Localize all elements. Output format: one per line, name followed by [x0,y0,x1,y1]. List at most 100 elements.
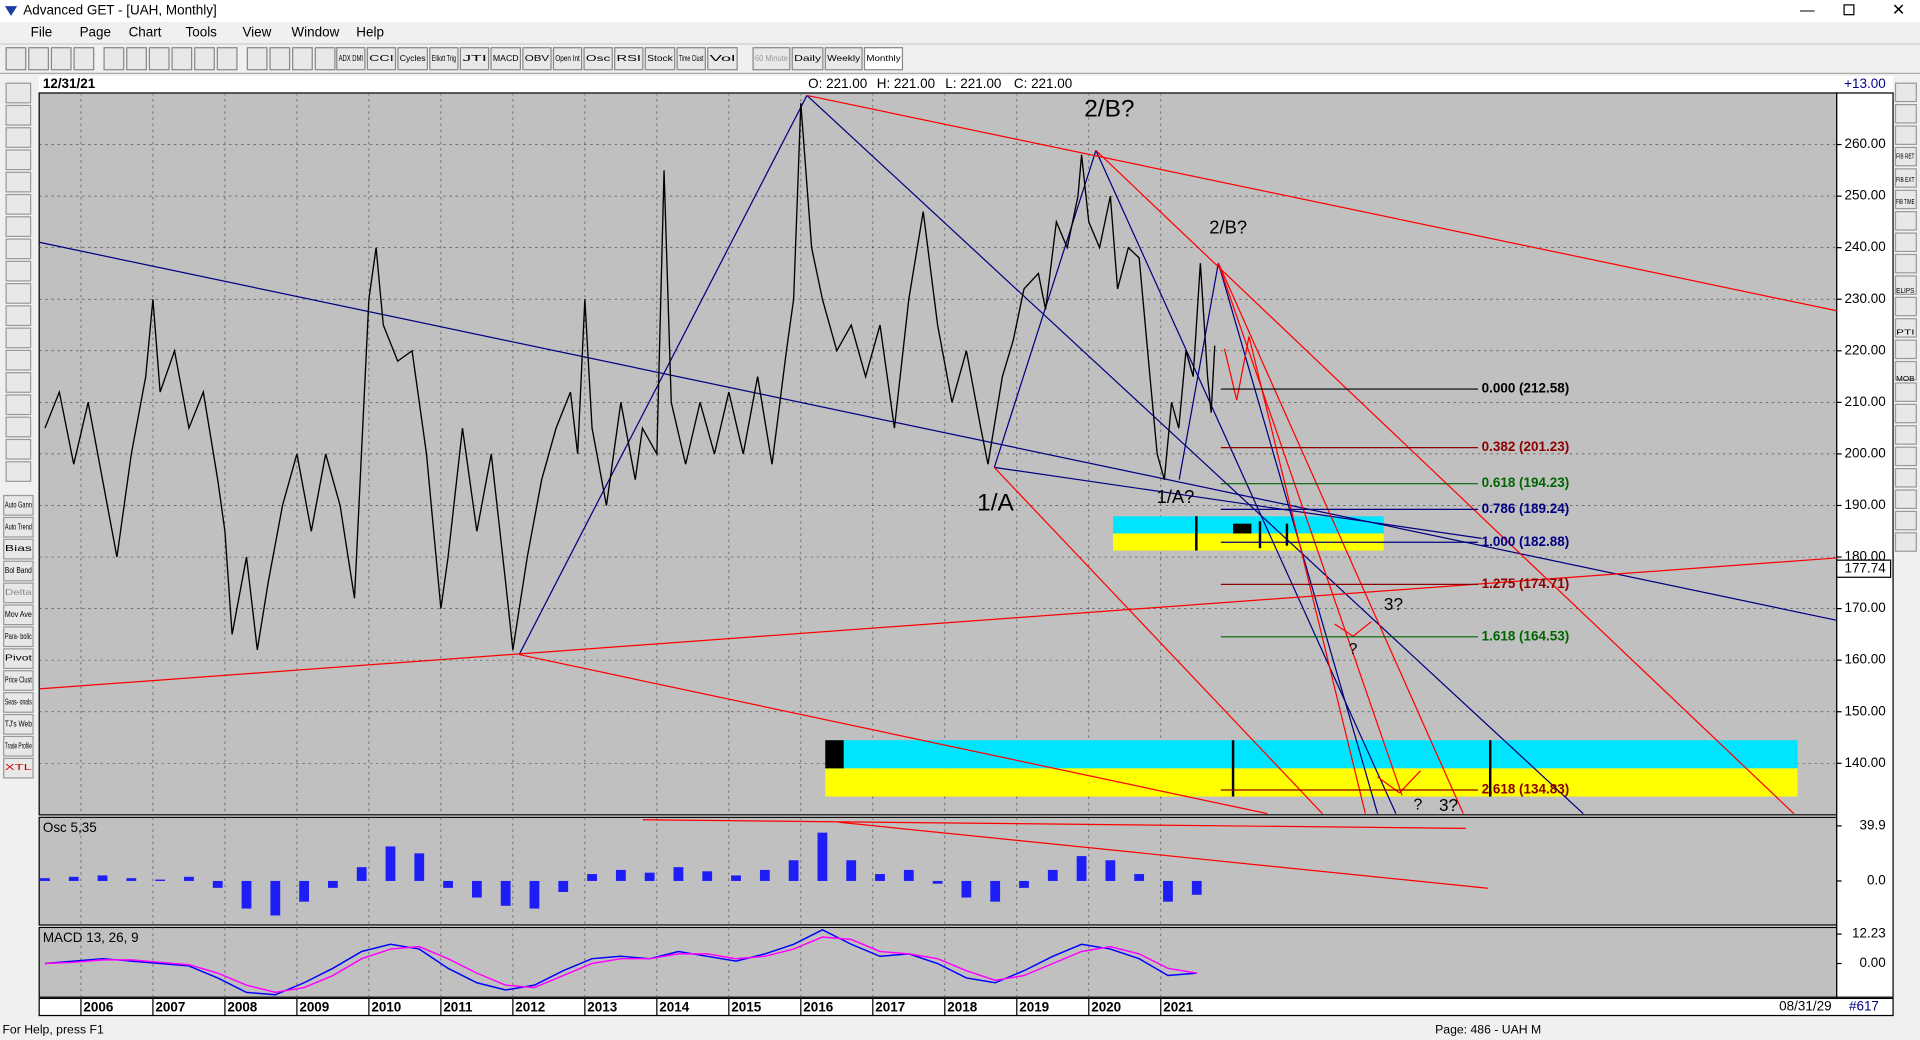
toolbar-label[interactable]: OBV [525,53,550,63]
toolbar-label[interactable]: JTI [462,53,486,63]
left-tool-label[interactable]: XTL [5,763,33,772]
toolbar-label[interactable]: Osc [586,53,612,63]
menu-item[interactable]: Chart [129,25,162,40]
menu-item[interactable]: Tools [186,25,218,40]
left-tool-label[interactable]: Delta [5,588,33,597]
left-tool-icon[interactable] [5,416,32,438]
toolbar-icon[interactable] [246,47,268,71]
toolbar-button[interactable] [676,47,706,71]
left-tool-icon[interactable] [5,327,32,349]
right-tool-icon[interactable] [1894,253,1917,274]
toolbar-label[interactable]: Vol [710,53,736,63]
toolbar-icon[interactable] [73,47,95,71]
toolbar-icon[interactable] [126,47,147,71]
toolbar-button[interactable] [752,47,791,71]
left-tool-icon[interactable] [5,149,32,171]
right-tool-label[interactable]: FIB RET [1896,152,1915,161]
toolbar-button[interactable] [397,47,428,71]
left-tool-label[interactable]: Auto Gann [5,500,32,509]
right-tool-icon[interactable] [1894,425,1917,445]
toolbar-icon[interactable] [5,47,27,71]
left-tool-button[interactable] [3,494,34,516]
right-tool-icon[interactable] [1894,510,1917,531]
left-tool-icon[interactable] [5,193,32,215]
left-tool-icon[interactable] [5,283,32,304]
menu-item[interactable]: View [242,25,271,40]
toolbar-label[interactable]: RSI [617,53,641,63]
toolbar-label[interactable]: Time Clust [679,53,704,63]
left-tool-label[interactable]: Auto Trend [5,522,32,531]
left-tool-icon[interactable] [5,238,32,260]
toolbar-icon[interactable] [314,47,336,71]
left-tool-label[interactable]: Para- bolic [5,632,32,641]
right-tool-icon[interactable] [1894,232,1917,253]
toolbar-label[interactable]: Cycles [400,53,426,63]
left-tool-button[interactable] [3,670,34,691]
minimize[interactable]: — [1800,3,1815,19]
left-tool-icon[interactable] [5,305,32,327]
right-tool-icon[interactable] [1894,489,1917,509]
toolbar-label[interactable]: Weekly [827,53,861,63]
right-tool-icon[interactable] [1894,146,1917,167]
left-tool-button[interactable] [3,560,34,582]
right-tool-icon[interactable] [1894,296,1917,317]
right-tool-label[interactable]: ELIPS [1896,286,1914,295]
right-tool-icon[interactable] [1894,82,1917,103]
toolbar-label[interactable]: MACD [493,53,519,63]
right-tool-label[interactable]: FIB TIME [1896,197,1914,206]
left-tool-icon[interactable] [5,438,32,460]
left-tool-button[interactable] [3,757,34,779]
toolbar-icon[interactable] [216,47,238,71]
left-tool-label[interactable]: Price Clust [5,676,32,685]
toolbar-label[interactable]: Daily [794,53,822,63]
left-tool-icon[interactable] [5,104,32,126]
toolbar-button[interactable] [644,47,676,71]
left-tool-button[interactable] [3,692,34,713]
left-tool-button[interactable] [3,713,34,735]
left-tool-button[interactable] [3,735,34,757]
left-tool-button[interactable] [3,516,34,538]
right-tool-icon[interactable] [1894,168,1917,188]
left-tool-icon[interactable] [5,394,32,416]
left-tool-label[interactable]: Seas- onals [5,698,32,707]
toolbar-button[interactable] [552,47,583,71]
toolbar-button[interactable] [459,47,490,71]
toolbar-button[interactable] [366,47,397,71]
left-tool-icon[interactable] [5,349,32,371]
right-tool-icon[interactable] [1894,275,1917,295]
left-tool-label[interactable]: Mov Ave [5,610,32,619]
left-tool-icon[interactable] [5,171,32,193]
toolbar-icon[interactable] [194,47,215,71]
toolbar-icon[interactable] [103,47,125,71]
toolbar-icon[interactable] [148,47,170,71]
toolbar-label[interactable]: Elliott Trig [432,53,457,63]
right-tool-icon[interactable] [1894,189,1917,210]
toolbar-icon[interactable] [269,47,291,71]
right-tool-icon[interactable] [1894,382,1917,402]
right-tool-icon[interactable] [1894,339,1917,360]
right-tool-label[interactable]: MOB [1896,374,1914,383]
toolbar-button[interactable] [707,47,738,71]
right-tool-icon[interactable] [1894,532,1917,552]
menu-item[interactable]: Help [356,25,384,40]
right-tool-icon[interactable] [1894,446,1917,467]
toolbar-label[interactable]: Open Int [555,53,580,63]
left-tool-icon[interactable] [5,82,32,104]
toolbar-label[interactable]: ADX DMI [339,53,363,63]
toolbar-label[interactable]: Monthly [866,53,901,63]
toolbar-label[interactable]: CCI [369,53,393,63]
left-tool-label[interactable]: Trade Profile [5,741,32,750]
toolbar-label[interactable]: 60 Minute [755,53,788,63]
toolbar-button[interactable] [336,47,366,71]
right-tool-icon[interactable] [1894,318,1917,338]
left-tool-label[interactable]: TJ's Web [5,719,32,728]
left-tool-button[interactable] [3,582,34,604]
right-tool-icon[interactable] [1894,125,1917,145]
right-tool-icon[interactable] [1894,403,1917,424]
left-tool-icon[interactable] [5,127,32,148]
toolbar-button[interactable] [522,47,552,71]
right-tool-icon[interactable] [1894,211,1917,231]
menu-item[interactable]: Window [291,25,339,40]
left-tool-label[interactable]: Bol Band [5,566,32,575]
left-tool-icon[interactable] [5,372,32,393]
